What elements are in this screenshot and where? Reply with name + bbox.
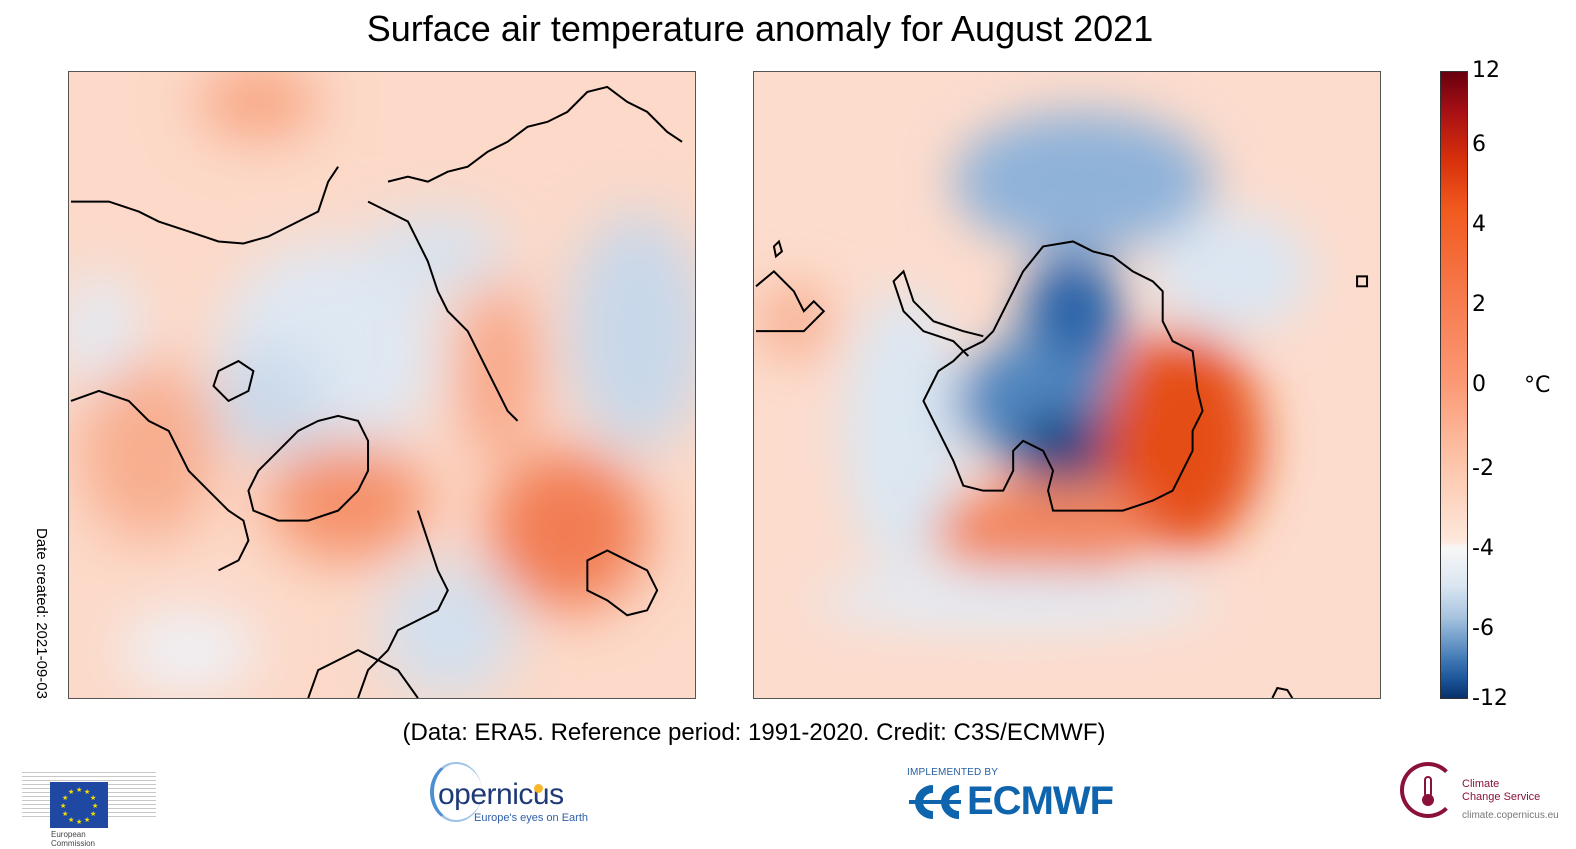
map-panel-northern-hemisphere: [68, 71, 696, 699]
coastline-island-east: [1356, 275, 1369, 288]
colorbar-tick-label: -4: [1472, 536, 1494, 561]
coastline-eurasia-south: [586, 549, 659, 617]
chart-title: Surface air temperature anomaly for Augu…: [366, 8, 1154, 49]
european-commission-logo: ★ ★ ★ ★ ★ ★ ★ ★ ★ ★ ★ ★ European Commission: [22, 766, 156, 848]
anomaly-blob: [813, 570, 1213, 631]
coastline-canada: [70, 389, 250, 572]
northern-anomaly-map: [69, 72, 695, 698]
colorbar: [1440, 71, 1468, 699]
copernicus-tagline: Europe's eyes on Earth: [474, 812, 589, 824]
colorbar-tick-label: 12: [1472, 58, 1500, 83]
coastlines: [70, 85, 683, 698]
coastline-island-north: [772, 239, 784, 259]
copernicus-logo: opernicus Europe's eyes on Earth: [428, 760, 618, 830]
ecmwf-symbol-icon: [909, 785, 961, 819]
thermometer-bulb-icon: [1422, 794, 1434, 806]
anomaly-blob: [1152, 211, 1313, 332]
coastline-south-america: [755, 270, 826, 333]
ec-name-line2: Commission: [51, 839, 96, 848]
coastline-alaska: [70, 166, 339, 245]
anomaly-blob: [78, 361, 219, 541]
coastline-siberia: [387, 85, 683, 183]
anomaly-blob: [487, 450, 648, 611]
colorbar-unit-label: °C: [1524, 373, 1551, 398]
colorbar-tick-label: -2: [1472, 456, 1494, 481]
ecmwf-wordmark: ECMWF: [967, 779, 1114, 823]
coastline-antarctica: [922, 240, 1204, 512]
coastline-bottom-fragment: [1271, 686, 1294, 698]
anomaly-blob: [1102, 331, 1263, 551]
ec-name: European Commission: [51, 828, 108, 848]
copernicus-wordmark: opernicus: [438, 778, 564, 811]
colorbar-tick-label: 0: [1472, 372, 1486, 397]
data-credit: (Data: ERA5. Reference period: 1991-2020…: [402, 719, 1106, 746]
c3s-ring-icon: [1400, 762, 1456, 818]
anomaly-blob: [1013, 410, 1113, 491]
ec-name-line1: European: [51, 830, 86, 839]
coastline-greenland: [247, 414, 370, 522]
c3s-name: Climate Change Service: [1462, 778, 1540, 804]
colorbar-tick-label: -12: [1472, 686, 1508, 711]
anomaly-blob: [953, 111, 1213, 252]
coastline-antarctic-peninsula: [892, 269, 984, 357]
anomaly-blob: [378, 560, 518, 698]
colorbar-tick-label: 6: [1472, 132, 1486, 157]
c3s-name-line2: Change Service: [1462, 791, 1541, 803]
date-created: Date created: 2021-09-03: [33, 528, 50, 699]
anomaly-blob: [198, 72, 319, 137]
anomaly-blob: [213, 346, 324, 456]
c3s-url: climate.copernicus.eu: [1462, 810, 1559, 821]
coastline-europe: [307, 649, 419, 698]
ecmwf-logo: IMPLEMENTED BY ECMWF: [905, 765, 1145, 825]
southern-anomaly-map: [754, 72, 1380, 698]
anomaly-blob: [69, 271, 139, 391]
map-panel-southern-hemisphere: [753, 71, 1381, 699]
implemented-by-label: IMPLEMENTED BY: [907, 767, 999, 778]
colorbar-tick-label: 2: [1472, 292, 1486, 317]
anomaly-blob: [933, 480, 1153, 581]
coastline-russia-arctic: [367, 200, 519, 422]
anomaly-blob: [368, 211, 508, 292]
anomaly-blob: [118, 610, 259, 691]
climate-change-service-logo: Climate Change Service climate.copernicu…: [1398, 760, 1568, 830]
colorbar-tick-label: -6: [1472, 616, 1494, 641]
coastline-archipelago: [212, 359, 255, 403]
c3s-name-line1: Climate: [1462, 778, 1500, 790]
anomaly-blob: [567, 211, 695, 451]
colorbar-tick-label: 4: [1472, 212, 1486, 237]
copernicus-sun-dot-icon: [534, 784, 543, 793]
anomaly-blob: [843, 291, 964, 571]
eu-flag-icon: ★ ★ ★ ★ ★ ★ ★ ★ ★ ★ ★ ★: [50, 782, 108, 828]
copernicus-arc-icon: [430, 762, 482, 822]
coastlines: [755, 239, 1369, 698]
anomaly-blob: [457, 281, 538, 461]
